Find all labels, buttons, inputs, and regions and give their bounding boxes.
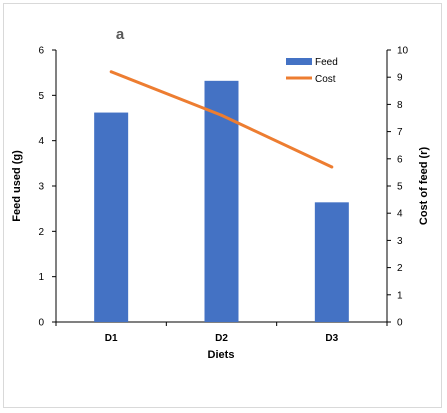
legend-feed-label: Feed [315,57,338,68]
right-y-tick-label: 1 [397,290,403,301]
right-y-tick-label: 10 [397,46,409,57]
left-y-tick-label: 0 [38,318,44,329]
right-y-axis-title: Cost of feed (r) [418,147,430,226]
x-category-labels: D1 D2 D3 [55,322,388,344]
cost-point-d1 [109,70,113,74]
right-y-tick-label: 8 [397,100,403,111]
x-category-label: D3 [325,333,338,344]
legend-feed-swatch [286,58,312,65]
x-category-label: D2 [215,333,228,344]
cost-point-d2 [220,113,223,117]
bar-d3 [314,202,349,322]
left-y-tick-label: 5 [38,91,44,102]
right-y-tick-label: 4 [397,209,403,220]
left-y-tick-label: 2 [38,227,44,238]
legend: Feed Cost [286,57,338,85]
left-y-tick-label: 4 [38,136,44,147]
bar-d2 [204,80,239,323]
right-y-ticks: 0 1 2 3 4 5 6 7 8 9 10 [387,46,409,329]
bar-d1 [94,112,129,322]
panel-label: a [116,26,125,43]
x-axis-title: Diets [208,349,235,361]
right-y-tick-label: 7 [397,127,403,138]
left-y-axis-title: Feed used (g) [11,150,23,222]
right-y-tick-label: 6 [397,154,403,165]
left-y-tick-label: 1 [38,272,44,283]
cost-point-d3 [330,165,334,169]
right-y-tick-label: 9 [397,73,403,84]
right-y-tick-label: 2 [397,263,403,274]
x-category-label: D1 [105,333,118,344]
left-y-ticks: 0 1 2 3 4 5 6 [38,46,56,329]
right-y-tick-label: 3 [397,236,403,247]
left-y-tick-label: 3 [38,182,44,193]
left-y-tick-label: 6 [38,46,44,57]
right-y-tick-label: 5 [397,182,403,193]
right-y-tick-label: 0 [397,318,403,329]
line-series-group [109,70,334,169]
bars-group [94,80,349,323]
legend-cost-label: Cost [315,74,336,85]
